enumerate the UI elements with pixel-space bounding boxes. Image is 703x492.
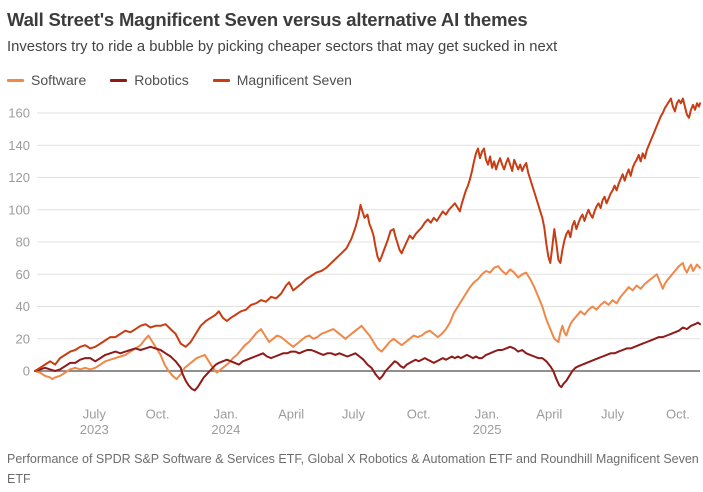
chart-footer: Performance of SPDR S&P Software & Servi… bbox=[7, 449, 703, 492]
y-axis-label: 120 bbox=[8, 170, 30, 185]
x-axis-label: July bbox=[601, 407, 625, 422]
legend-label: Software bbox=[31, 72, 87, 88]
chart-title: Wall Street's Magnificent Seven versus a… bbox=[7, 9, 528, 30]
x-axis-label: July bbox=[342, 407, 366, 422]
x-axis-label: Oct. bbox=[407, 407, 431, 422]
legend-item-magnificent-seven: Magnificent Seven bbox=[212, 72, 352, 88]
x-axis-label: April bbox=[536, 407, 562, 422]
y-axis-label: 40 bbox=[16, 299, 30, 314]
y-axis-label: 20 bbox=[16, 331, 30, 346]
legend-label: Robotics bbox=[134, 72, 189, 88]
legend: Software Robotics Magnificent Seven bbox=[7, 72, 693, 88]
legend-item-robotics: Robotics bbox=[110, 72, 189, 88]
x-axis-year-label: 2024 bbox=[211, 422, 240, 437]
y-axis-label: 160 bbox=[8, 106, 30, 121]
legend-item-software: Software bbox=[7, 72, 86, 88]
y-axis-label: 0 bbox=[23, 364, 30, 379]
x-axis-year-label: 2025 bbox=[473, 422, 502, 437]
series-line-magnificent-seven bbox=[34, 97, 701, 372]
chart-subtitle: Investors try to ride a bubble by pickin… bbox=[7, 39, 558, 55]
y-axis-label: 140 bbox=[8, 138, 30, 153]
footnote: Performance of SPDR S&P Software & Servi… bbox=[7, 452, 699, 486]
x-axis-label: July bbox=[83, 407, 107, 422]
x-axis-label: April bbox=[278, 407, 304, 422]
y-axis-label: 60 bbox=[16, 267, 30, 282]
legend-swatch-icon bbox=[212, 78, 230, 82]
x-axis-label: Jan. bbox=[475, 407, 500, 422]
y-axis-label: 100 bbox=[8, 202, 30, 217]
x-axis-year-label: 2023 bbox=[80, 422, 109, 437]
y-axis-label: 80 bbox=[16, 235, 30, 250]
x-axis-label: Jan. bbox=[214, 407, 239, 422]
series-line-software bbox=[34, 262, 701, 381]
x-axis-label: Oct. bbox=[146, 407, 170, 422]
legend-label: Magnificent Seven bbox=[236, 72, 352, 88]
legend-swatch-icon bbox=[110, 78, 128, 82]
x-axis-label: Oct. bbox=[666, 407, 690, 422]
series-line-robotics bbox=[34, 321, 701, 392]
legend-swatch-icon bbox=[7, 78, 24, 82]
chart-header: Wall Street's Magnificent Seven versus a… bbox=[0, 0, 703, 88]
